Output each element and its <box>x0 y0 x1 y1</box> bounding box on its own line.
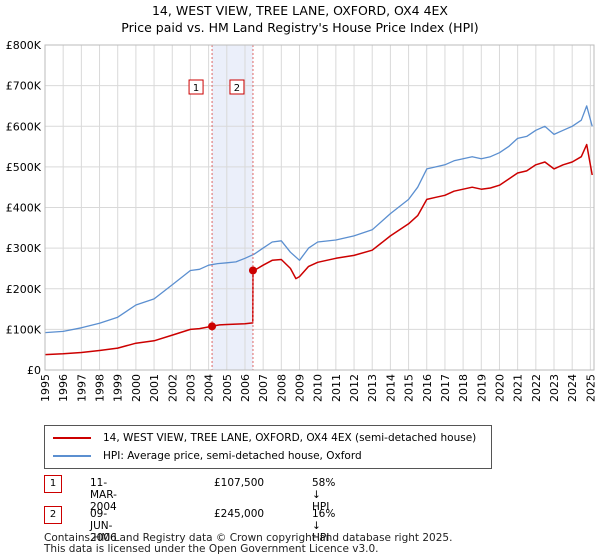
x-tick-label: 2012 <box>348 374 361 402</box>
x-tick-label: 2016 <box>421 374 434 402</box>
y-tick-label: £500K <box>6 161 42 174</box>
x-tick-label: 2006 <box>239 374 252 402</box>
sale-number-badge: 1 <box>44 475 62 493</box>
legend-item-hpi: HPI: Average price, semi-detached house,… <box>53 448 362 464</box>
x-tick-label: 2017 <box>439 374 452 402</box>
x-tick-label: 1996 <box>57 374 70 402</box>
x-tick-label: 2014 <box>384 374 397 402</box>
property-series-line <box>44 143 593 356</box>
sale-number-badge: 2 <box>44 506 62 524</box>
x-tick-label: 2021 <box>512 374 525 402</box>
sale-price: £107,500 <box>214 477 265 489</box>
x-tick-label: 2000 <box>130 374 143 402</box>
x-tick-label: 1997 <box>75 374 88 402</box>
y-tick-label: £600K <box>6 120 42 133</box>
x-tick-label: 2018 <box>457 374 470 402</box>
sale-marker-label: 1 <box>193 83 199 94</box>
x-tick-label: 2019 <box>475 374 488 402</box>
legend-swatch-property <box>53 437 91 439</box>
plot-area-border <box>44 44 595 371</box>
sale-date: 11-MAR-2004 <box>90 477 117 513</box>
chart-title-line2: Price paid vs. HM Land Registry's House … <box>121 20 479 35</box>
y-tick-label: £800K <box>6 39 42 52</box>
y-tick-label: £200K <box>6 283 42 296</box>
sale-hpi-relation: 16% ↓ HPI <box>312 508 336 544</box>
x-tick-label: 2005 <box>221 374 234 402</box>
chart-title-line1: 14, WEST VIEW, TREE LANE, OXFORD, OX4 4E… <box>151 3 448 18</box>
sale-marker-box <box>188 79 204 95</box>
x-tick-label: 2003 <box>184 374 197 402</box>
footer-copyright: Contains HM Land Registry data © Crown c… <box>44 532 453 544</box>
legend-label-hpi: HPI: Average price, semi-detached house,… <box>103 450 362 462</box>
y-tick-label: £0 <box>27 364 41 377</box>
sale-marker-label: 2 <box>234 83 240 94</box>
x-tick-label: 2011 <box>330 374 343 402</box>
sale-point <box>208 322 217 331</box>
x-tick-label: 2010 <box>312 374 325 402</box>
y-tick-label: £700K <box>6 80 42 93</box>
chart-legend: 14, WEST VIEW, TREE LANE, OXFORD, OX4 4E… <box>44 425 492 469</box>
x-tick-label: 2015 <box>403 374 416 402</box>
x-tick-label: 1999 <box>112 374 125 402</box>
sale-price: £245,000 <box>214 508 265 520</box>
footer-licence: This data is licensed under the Open Gov… <box>44 543 379 555</box>
legend-swatch-hpi <box>53 455 91 457</box>
x-tick-label: 2025 <box>584 374 597 402</box>
x-tick-label: 2002 <box>166 374 179 402</box>
x-tick-label: 2009 <box>294 374 307 402</box>
x-tick-label: 2007 <box>257 374 270 402</box>
y-tick-label: £300K <box>6 242 42 255</box>
sale-marker-box <box>229 79 245 95</box>
x-tick-label: 1995 <box>39 374 52 402</box>
sale-date: 09-JUN-2006 <box>90 508 117 544</box>
sale-hpi-relation: 58% ↓ HPI <box>312 477 336 513</box>
x-tick-label: 2024 <box>566 374 579 402</box>
x-tick-label: 2022 <box>530 374 543 402</box>
x-tick-label: 2001 <box>148 374 161 402</box>
x-tick-label: 2013 <box>366 374 379 402</box>
x-tick-label: 1998 <box>94 374 107 402</box>
legend-item-property: 14, WEST VIEW, TREE LANE, OXFORD, OX4 4E… <box>53 430 476 446</box>
legend-label-property: 14, WEST VIEW, TREE LANE, OXFORD, OX4 4E… <box>103 432 477 444</box>
x-tick-label: 2023 <box>548 374 561 402</box>
hpi-series-line <box>44 105 593 334</box>
price-chart: 1 2 £0 £100K £200K £300K £400K £500K £600K £700K… <box>6 39 598 402</box>
sale-point <box>248 266 257 275</box>
x-tick-label: 2020 <box>493 374 506 402</box>
y-tick-label: £400K <box>6 202 42 215</box>
x-tick-label: 2004 <box>203 374 216 402</box>
x-tick-label: 2008 <box>275 374 288 402</box>
y-tick-label: £100K <box>6 323 42 336</box>
